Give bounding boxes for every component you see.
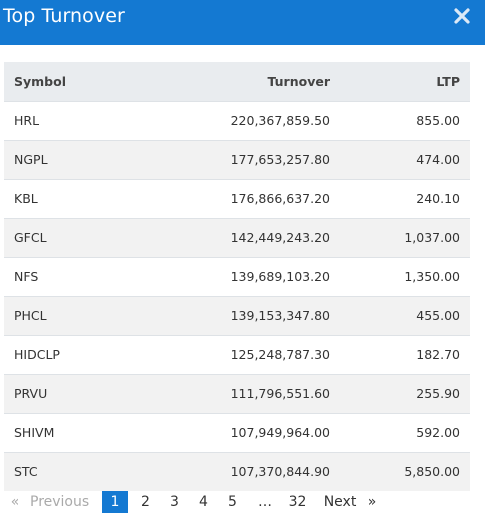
table-row: STC 107,370,844.90 5,850.00 [4,452,470,491]
cell-symbol: STC [14,464,38,480]
cell-ltp: 855.00 [416,113,460,128]
cell-symbol: GFCL [14,230,47,245]
pagination-next[interactable]: Next [323,494,357,510]
column-header-turnover[interactable]: Turnover [114,62,340,102]
cell-turnover: 139,153,347.80 [230,308,330,323]
cell-ltp: 455.00 [416,308,460,323]
cell-ltp: 5,850.00 [404,464,460,480]
table-row: GFCL 142,449,243.20 1,037.00 [4,218,470,257]
table-row: PRVU 111,796,551.60 255.90 [4,374,470,413]
cell-ltp: 1,350.00 [404,269,460,284]
cell-symbol: NGPL [14,152,48,167]
column-header-ltp[interactable]: LTP [340,62,470,102]
cell-turnover: 111,796,551.60 [230,386,330,401]
cell-ltp: 592.00 [416,425,460,440]
cell-turnover: 139,689,103.20 [230,269,330,284]
cell-symbol: HIDCLP [14,347,60,362]
table-row: HRL 220,367,859.50 855.00 [4,101,470,140]
table-row: NFS 139,689,103.20 1,350.00 [4,257,470,296]
pagination-page-last[interactable]: 32 [288,494,307,510]
cell-ltp: 182.70 [416,347,460,362]
pagination-ellipsis: … [258,494,272,510]
table-row: SHIVM 107,949,964.00 592.00 [4,413,470,452]
table-row: PHCL 139,153,347.80 455.00 [4,296,470,335]
cell-turnover: 220,367,859.50 [230,113,330,128]
cell-ltp: 1,037.00 [404,230,460,245]
table-row: HIDCLP 125,248,787.30 182.70 [4,335,470,374]
cell-turnover: 177,653,257.80 [230,152,330,167]
close-icon[interactable] [453,7,471,25]
table-row: KBL 176,866,637.20 240.10 [4,179,470,218]
cell-turnover: 107,370,844.90 [230,464,330,480]
column-header-symbol[interactable]: Symbol [4,62,114,102]
cell-symbol: SHIVM [14,425,55,440]
modal-header: Top Turnover [0,0,485,45]
cell-turnover: 142,449,243.20 [230,230,330,245]
cell-turnover: 107,949,964.00 [230,425,330,440]
pagination-page-3[interactable]: 3 [170,494,179,510]
table-header-row: Symbol Turnover LTP [4,62,470,102]
cell-turnover: 125,248,787.30 [230,347,330,362]
pagination-page-5[interactable]: 5 [228,494,237,510]
pagination-page-1[interactable]: 1 [102,491,128,513]
cell-ltp: 240.10 [416,191,460,206]
cell-ltp: 255.90 [416,386,460,401]
cell-turnover: 176,866,637.20 [230,191,330,206]
cell-symbol: HRL [14,113,40,128]
modal-title: Top Turnover [3,5,125,27]
cell-symbol: PRVU [14,386,48,401]
cell-symbol: PHCL [14,308,47,323]
cell-symbol: KBL [14,191,38,206]
pagination-prev-arrow: « [10,494,20,510]
pagination-previous: Previous [30,494,90,510]
pagination-next-arrow[interactable]: » [367,494,377,510]
top-turnover-table: Symbol Turnover LTP HRL 220,367,859.50 8… [4,62,470,491]
pagination-page-2[interactable]: 2 [141,494,150,510]
cell-ltp: 474.00 [416,152,460,167]
pagination: « Previous 1 2 3 4 5 … 32 Next » [4,490,479,514]
table-row: NGPL 177,653,257.80 474.00 [4,140,470,179]
pagination-page-4[interactable]: 4 [199,494,208,510]
cell-symbol: NFS [14,269,39,284]
